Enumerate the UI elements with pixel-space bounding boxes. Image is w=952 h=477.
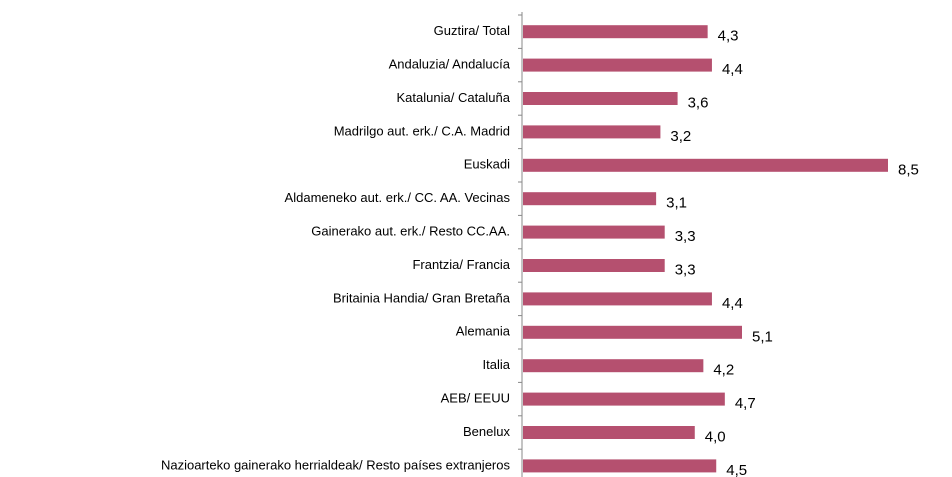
value-label: 8,5 [898,161,919,178]
bar [523,426,695,439]
bar [523,325,742,339]
bar [523,25,708,39]
category-label: Nazioarteko gainerako herrialdeak/ Resto… [161,457,511,472]
category-label: Katalunia/ Cataluña [397,90,511,105]
bar [523,292,712,306]
value-label: 4,3 [718,28,739,45]
value-label: 3,3 [675,228,696,245]
value-label: 3,6 [688,94,709,111]
value-label: 5,1 [752,328,773,345]
category-label: Britainia Handia/ Gran Bretaña [333,290,511,305]
category-label: Italia [483,357,511,372]
category-label: Gainerako aut. erk./ Resto CC.AA. [311,224,510,239]
bar [523,92,678,105]
category-label: AEB/ EEUU [441,391,510,406]
value-label: 4,4 [722,61,743,78]
bar [523,225,665,239]
category-label: Madrilgo aut. erk./ C.A. Madrid [334,123,510,138]
bar [523,192,657,206]
category-label: Benelux [463,424,510,439]
category-label: Euskadi [464,157,510,172]
bar [523,259,665,272]
value-label: 4,5 [726,462,747,477]
bar [523,392,725,406]
bar [523,359,704,373]
bar [523,58,712,72]
category-label: Guztira/ Total [434,23,510,38]
bar [523,459,717,473]
value-label: 3,2 [670,128,691,145]
category-label: Andaluzia/ Andalucía [389,57,511,72]
value-label: 4,2 [713,362,734,379]
category-label: Alemania [456,324,511,339]
value-label: 3,1 [666,195,687,212]
value-label: 4,7 [735,395,756,412]
value-label: 3,3 [675,261,696,278]
bar [523,158,888,172]
bar [523,125,661,139]
category-label: Aldameneko aut. erk./ CC. AA. Vecinas [285,190,511,205]
value-label: 4,4 [722,295,743,312]
value-label: 4,0 [705,428,726,445]
category-label: Frantzia/ Francia [412,257,510,272]
